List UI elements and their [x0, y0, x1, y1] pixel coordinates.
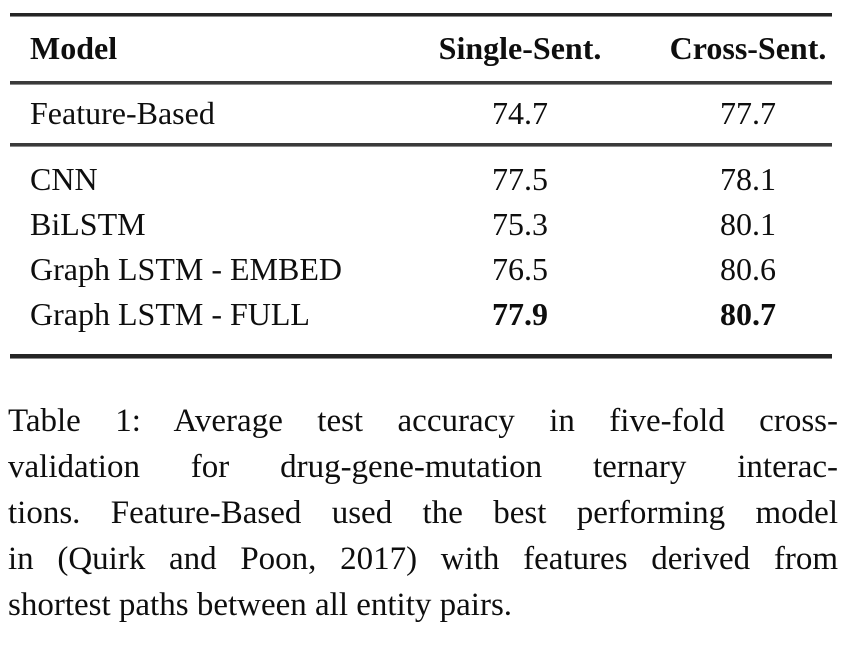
single-sent-cell: 74.7: [492, 95, 548, 131]
column-header-cross-sent: Cross-Sent.: [669, 30, 827, 66]
column-header-single-sent: Single-Sent.: [438, 30, 602, 66]
cross-sent-cell: 80.7: [720, 296, 776, 332]
caption-line: tions. Feature-Based used the best perfo…: [8, 495, 838, 531]
table-bottom-rule: [10, 354, 832, 358]
table-row-graph-lstm-embed: Graph LSTM - EMBED 76.5 80.6: [10, 247, 832, 292]
caption-line: Table 1: Average test accuracy in five-f…: [8, 403, 838, 439]
table-top-rule: [10, 13, 832, 16]
table-row-graph-lstm-full: Graph LSTM - FULL 77.9 80.7: [10, 292, 832, 337]
column-header-model: Model: [30, 30, 118, 66]
caption-line: validation for drug-gene-mutation ternar…: [8, 449, 838, 485]
single-sent-cell: 77.5: [492, 161, 548, 197]
cross-sent-cell: 78.1: [720, 161, 776, 197]
caption-line: in (Quirk and Poon, 2017) with features …: [8, 541, 838, 577]
model-cell: Graph LSTM - EMBED: [30, 251, 342, 287]
model-cell: BiLSTM: [30, 206, 146, 242]
single-sent-cell: 76.5: [492, 251, 548, 287]
table-header-rule: [10, 81, 832, 84]
table-section-rule: [10, 143, 832, 146]
neural-model-rows: CNN 77.5 78.1 BiLSTM 75.3 80.1 Graph LST…: [10, 146, 832, 354]
table-header-row: Model Single-Sent. Cross-Sent.: [10, 16, 832, 81]
table-row-cnn: CNN 77.5 78.1: [10, 157, 832, 202]
table-caption: Table 1: Average test accuracy in five-f…: [8, 398, 838, 628]
single-sent-cell: 75.3: [492, 206, 548, 242]
caption-line: shortest paths between all entity pairs.: [8, 587, 513, 623]
results-table: Model Single-Sent. Cross-Sent. Feature-B…: [10, 13, 832, 358]
model-cell: CNN: [30, 161, 98, 197]
cross-sent-cell: 80.1: [720, 206, 776, 242]
single-sent-cell: 77.9: [492, 296, 548, 332]
table-row-feature-based: Feature-Based 74.7 77.7: [10, 84, 832, 143]
model-cell: Feature-Based: [30, 95, 215, 131]
cross-sent-cell: 80.6: [720, 251, 776, 287]
model-cell: Graph LSTM - FULL: [30, 296, 310, 332]
table-row-bilstm: BiLSTM 75.3 80.1: [10, 202, 832, 247]
cross-sent-cell: 77.7: [720, 95, 776, 131]
